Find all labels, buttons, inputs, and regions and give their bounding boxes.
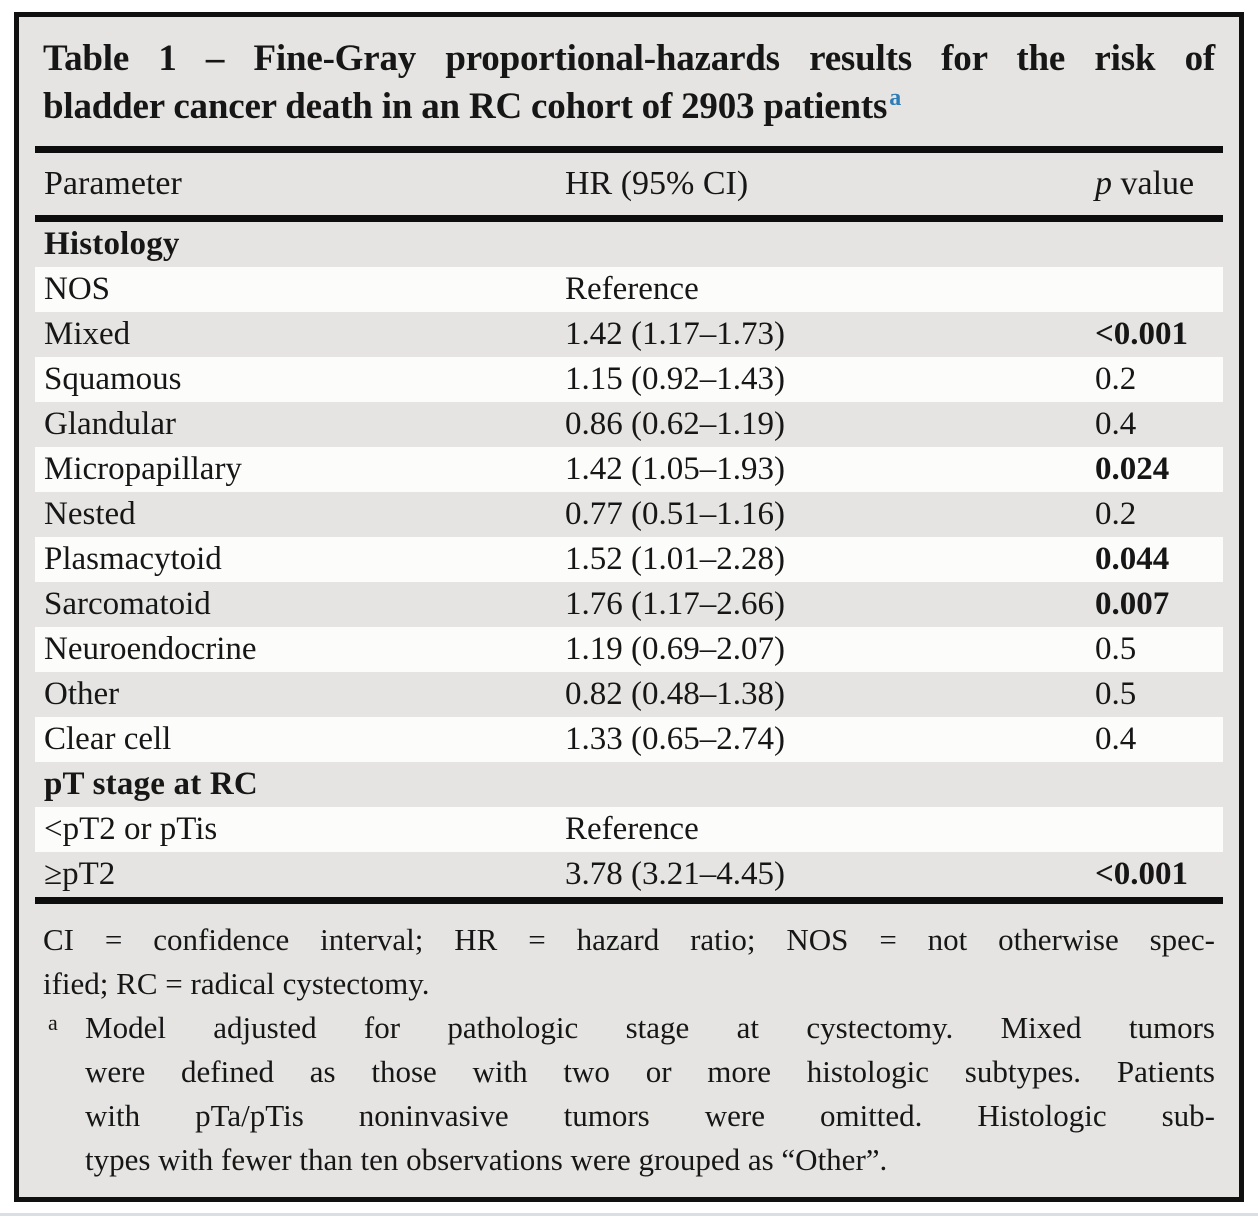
col-header-pvalue: p value [1095, 165, 1223, 203]
parameter-cell: Sarcomatoid [44, 586, 211, 622]
hr-cell: 1.42 (1.17–1.73) [565, 316, 785, 352]
hr-cell: Reference [565, 271, 699, 307]
model-note: a Model adjusted for pathologic stage at… [43, 1006, 1215, 1182]
table-row: Histology [35, 222, 1223, 267]
model-note-line: were defined as those with two or more h… [85, 1054, 1215, 1089]
parameter-cell: Glandular [44, 406, 176, 442]
table-row: Mixed 1.42 (1.17–1.73) <0.001 [35, 312, 1223, 357]
rule-below-body [35, 897, 1223, 904]
pvalue-cell: 0.4 [1095, 406, 1137, 442]
table-row: Other 0.82 (0.48–1.38) 0.5 [35, 672, 1223, 717]
table1-frame: Table 1 – Fine-Gray proportional-hazards… [14, 12, 1244, 1202]
abbreviations-line: CI = confidence interval; HR = hazard ra… [43, 922, 1215, 957]
table-row: Glandular 0.86 (0.62–1.19) 0.4 [35, 402, 1223, 447]
parameter-cell: Clear cell [44, 721, 172, 757]
col-header-parameter: Parameter [44, 165, 182, 202]
hr-cell: 1.52 (1.01–2.28) [565, 541, 785, 577]
parameter-cell: Micropapillary [44, 451, 242, 487]
title-footnote-marker: a [889, 84, 901, 111]
table-row: Squamous 1.15 (0.92–1.43) 0.2 [35, 357, 1223, 402]
table-row: ≥pT2 3.78 (3.21–4.45) <0.001 [35, 852, 1223, 897]
hr-cell: 1.33 (0.65–2.74) [565, 721, 785, 757]
pvalue-cell: 0.2 [1095, 361, 1137, 397]
table-title: Table 1 – Fine-Gray proportional-hazards… [35, 17, 1223, 131]
table-row: Clear cell 1.33 (0.65–2.74) 0.4 [35, 717, 1223, 762]
pvalue-cell: <0.001 [1095, 856, 1189, 892]
abbreviations-line: ified; RC = radical cystectomy. [43, 966, 430, 1001]
table-row: Plasmacytoid 1.52 (1.01–2.28) 0.044 [35, 537, 1223, 582]
parameter-cell: Other [44, 676, 120, 712]
hr-cell: Reference [565, 811, 699, 847]
table-header-row: Parameter HR (95% CI) p value [35, 153, 1223, 215]
parameter-cell: Plasmacytoid [44, 541, 222, 577]
pvalue-cell: 0.5 [1095, 631, 1137, 667]
table-row: pT stage at RC [35, 762, 1223, 807]
table-row: Micropapillary 1.42 (1.05–1.93) 0.024 [35, 447, 1223, 492]
parameter-cell: NOS [44, 271, 111, 307]
table-row: Sarcomatoid 1.76 (1.17–2.66) 0.007 [35, 582, 1223, 627]
scan-edge-artifact [0, 1213, 1258, 1216]
table-title-line2: bladder cancer death in an RC cohort of … [43, 83, 1215, 131]
pvalue-cell: 0.5 [1095, 676, 1137, 712]
model-note-marker: a [48, 1010, 58, 1035]
pvalue-cell: 0.007 [1095, 586, 1170, 622]
footnotes: CI = confidence interval; HR = hazard ra… [35, 904, 1223, 1182]
pvalue-cell: <0.001 [1095, 316, 1189, 352]
rule-below-header [35, 215, 1223, 222]
model-note-line: with pTa/pTis noninvasive tumors were om… [85, 1098, 1215, 1133]
table-title-line2-text: bladder cancer death in an RC cohort of … [43, 86, 888, 127]
parameter-cell: Mixed [44, 316, 131, 352]
hr-cell: 1.15 (0.92–1.43) [565, 361, 785, 397]
table-title-line1: Table 1 – Fine-Gray proportional-hazards… [43, 38, 1215, 79]
model-note-line: types with fewer than ten observations w… [85, 1142, 888, 1177]
parameter-cell: Histology [44, 226, 180, 262]
parameter-cell: Neuroendocrine [44, 631, 257, 667]
hr-cell: 0.77 (0.51–1.16) [565, 496, 785, 532]
model-note-line: Model adjusted for pathologic stage at c… [85, 1010, 1215, 1045]
pvalue-cell: 0.024 [1095, 451, 1170, 487]
abbreviations-note: CI = confidence interval; HR = hazard ra… [43, 918, 1215, 1006]
hr-cell: 3.78 (3.21–4.45) [565, 856, 785, 892]
hr-cell: 0.82 (0.48–1.38) [565, 676, 785, 712]
pvalue-cell: 0.4 [1095, 721, 1137, 757]
parameter-cell: ≥pT2 [44, 856, 116, 892]
table-row: NOS Reference [35, 267, 1223, 312]
pvalue-cell: 0.044 [1095, 541, 1170, 577]
parameter-cell: <pT2 or pTis [44, 811, 218, 847]
hr-cell: 0.86 (0.62–1.19) [565, 406, 785, 442]
hr-cell: 1.76 (1.17–2.66) [565, 586, 785, 622]
col-header-p-word: value [1120, 165, 1195, 202]
parameter-cell: Squamous [44, 361, 182, 397]
pvalue-cell: 0.2 [1095, 496, 1137, 532]
rule-above-header [35, 146, 1223, 153]
table-body: Histology NOS Reference Mixed 1.42 (1.17… [35, 222, 1223, 897]
table-row: <pT2 or pTis Reference [35, 807, 1223, 852]
hr-cell: 1.42 (1.05–1.93) [565, 451, 785, 487]
hr-cell: 1.19 (0.69–2.07) [565, 631, 785, 667]
col-header-p-rest [1112, 165, 1121, 202]
table-row: Nested 0.77 (0.51–1.16) 0.2 [35, 492, 1223, 537]
col-header-p-italic: p [1095, 165, 1112, 202]
parameter-cell: pT stage at RC [44, 766, 258, 802]
col-header-hr: HR (95% CI) [565, 165, 749, 202]
table-row: Neuroendocrine 1.19 (0.69–2.07) 0.5 [35, 627, 1223, 672]
parameter-cell: Nested [44, 496, 136, 532]
